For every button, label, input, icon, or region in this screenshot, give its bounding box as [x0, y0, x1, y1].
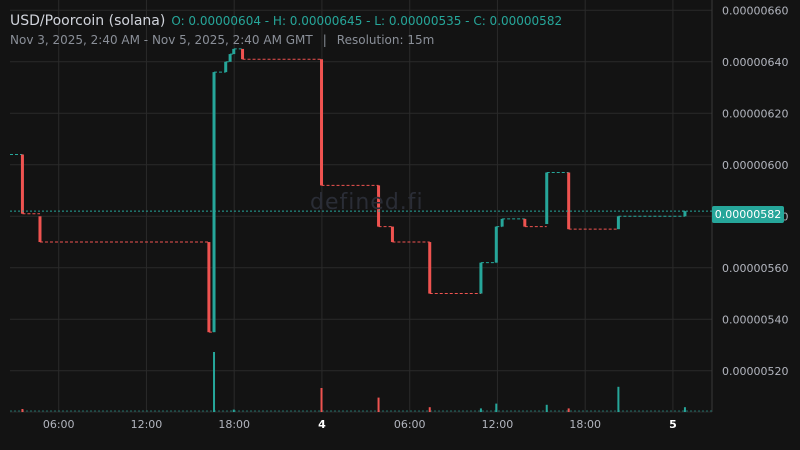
candle: [567, 172, 571, 230]
x-tick-label: 4: [318, 418, 326, 431]
volume-bar: [683, 407, 686, 412]
volume-bar: [377, 397, 380, 412]
volume-bar: [21, 409, 24, 412]
candle: [479, 262, 483, 294]
candle: [500, 218, 504, 227]
candle: [38, 216, 42, 243]
candle: [212, 72, 216, 333]
candle: [20, 154, 24, 214]
candle: [320, 59, 324, 186]
volume-bar: [545, 404, 548, 412]
chart-subheader: Nov 3, 2025, 2:40 AM - Nov 5, 2025, 2:40…: [10, 33, 434, 47]
separator: |: [322, 33, 327, 47]
x-tick-label: 06:00: [43, 418, 75, 431]
x-tick-label: 12:00: [131, 418, 163, 431]
y-tick-label: 0.00000520: [722, 365, 788, 378]
candle: [232, 48, 236, 55]
y-tick-label: 0.00000620: [722, 107, 788, 120]
y-tick-label: 0.00000560: [722, 262, 788, 275]
x-tick-label: 18:00: [569, 418, 601, 431]
last-price-tag: 0.00000582: [712, 206, 784, 223]
candle: [224, 61, 228, 73]
chart-header: USD/Poorcoin (solana) O: 0.00000604 - H: …: [10, 10, 562, 29]
volume-bar: [617, 386, 620, 412]
candle: [377, 185, 381, 227]
volume-bar: [428, 407, 431, 412]
resolution-label: Resolution: 15m: [336, 33, 435, 47]
candle: [494, 226, 498, 263]
candle: [228, 54, 232, 62]
x-tick-label: 18:00: [218, 418, 250, 431]
volume-bar: [213, 352, 216, 412]
candle: [390, 226, 394, 243]
watermark: defined.fi: [310, 190, 424, 215]
y-tick-label: 0.00000660: [722, 4, 788, 17]
candle: [616, 216, 620, 230]
date-range: Nov 3, 2025, 2:40 AM - Nov 5, 2025, 2:40…: [10, 33, 313, 47]
y-tick-label: 0.00000540: [722, 313, 788, 326]
candle: [241, 48, 245, 60]
ohlc-readout: O: 0.00000604 - H: 0.00000645 - L: 0.000…: [171, 14, 563, 28]
y-tick-label: 0.00000600: [722, 159, 788, 172]
x-tick-label: 12:00: [482, 418, 514, 431]
candle: [523, 218, 527, 227]
volume-bar: [232, 409, 235, 412]
volume-bar: [567, 408, 570, 412]
x-tick-label: 5: [669, 418, 677, 431]
symbol-title: USD/Poorcoin (solana): [10, 13, 166, 29]
volume-bar: [320, 388, 323, 412]
y-tick-label: 0.00000640: [722, 56, 788, 69]
candle: [683, 211, 687, 217]
candle: [428, 242, 432, 294]
candle: [545, 172, 549, 225]
candle: [207, 242, 211, 333]
volume-bar: [479, 408, 482, 412]
x-tick-label: 06:00: [394, 418, 426, 431]
volume-bar: [495, 403, 498, 412]
